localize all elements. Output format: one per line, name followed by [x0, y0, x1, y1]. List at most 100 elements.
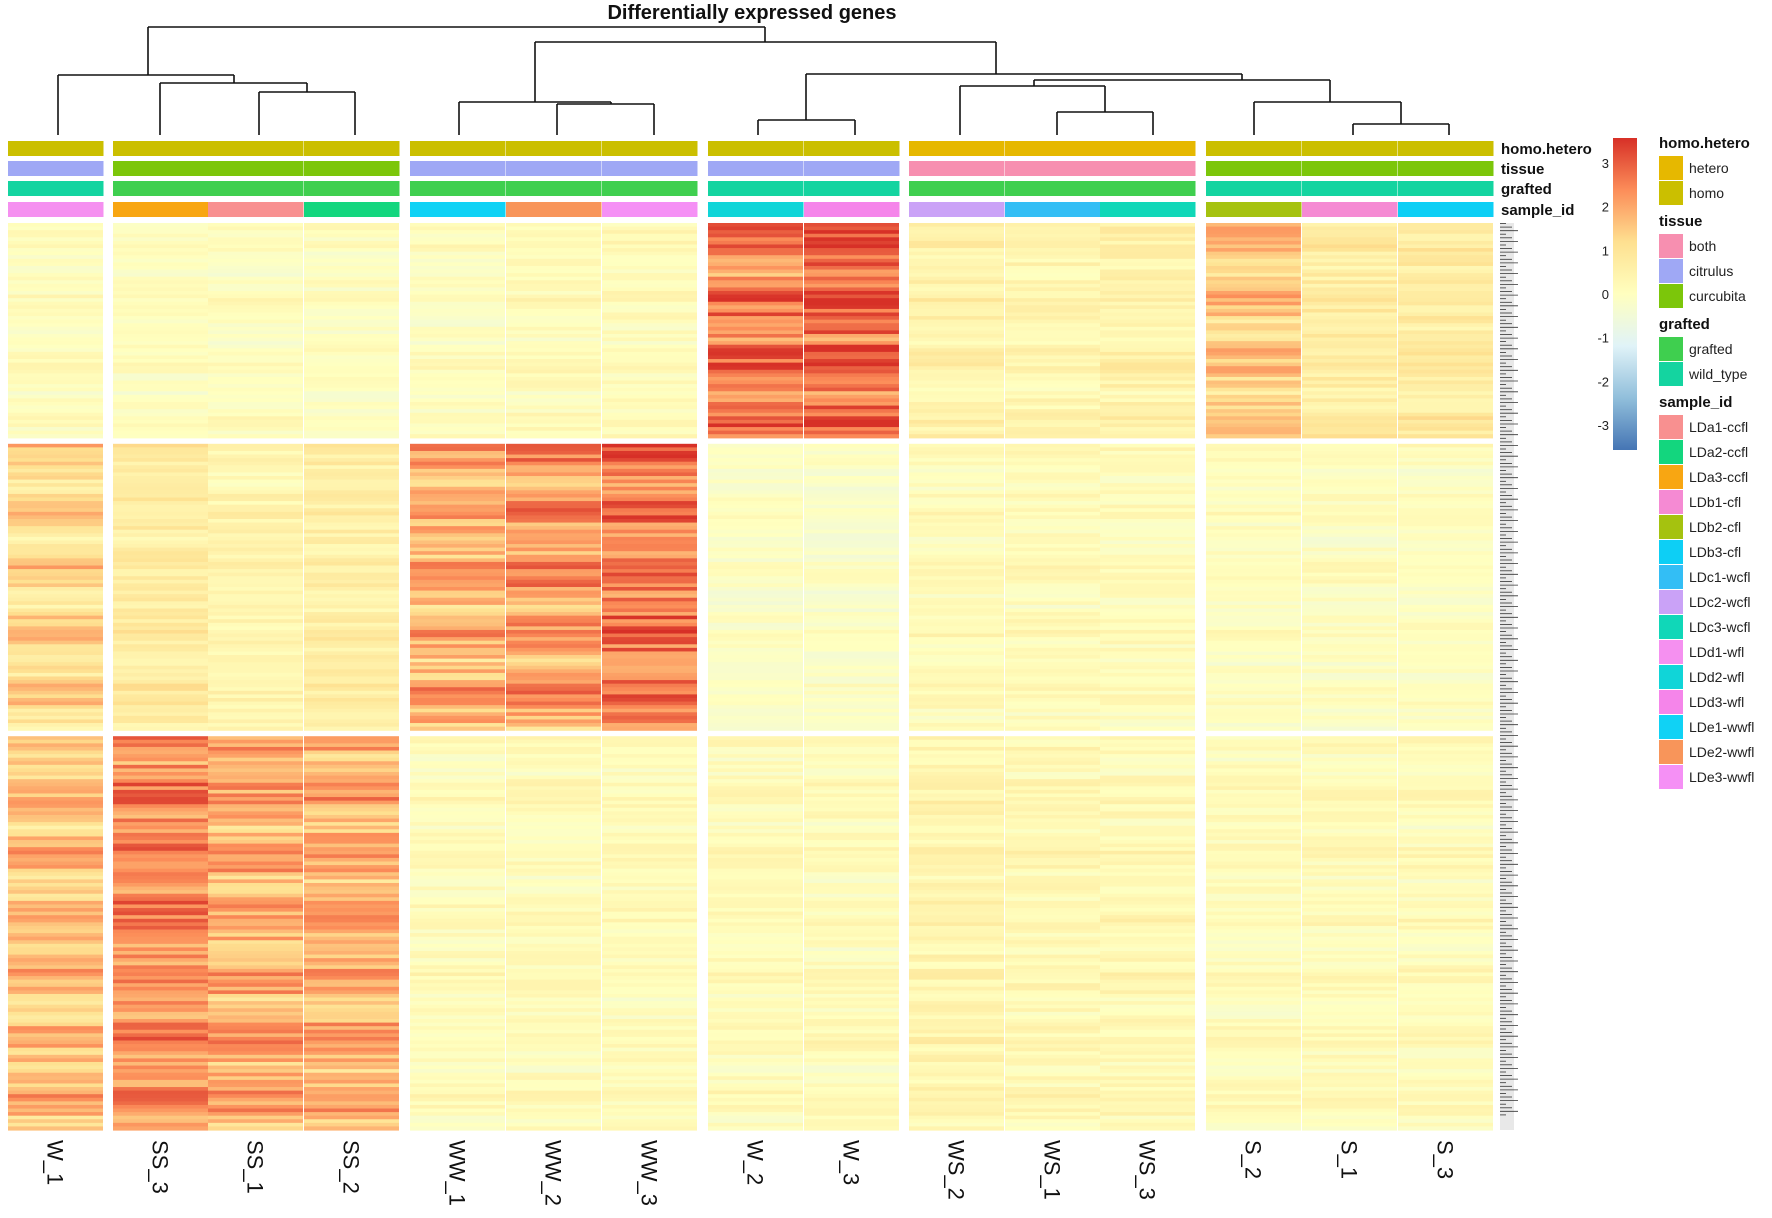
heatmap-cell: [1206, 793, 1301, 798]
heatmap-cell: [304, 972, 399, 977]
heatmap-cell: [1398, 1083, 1493, 1088]
heatmap-cell: [506, 223, 601, 228]
heatmap-cell: [1398, 576, 1493, 581]
heatmap-cell: [708, 1079, 803, 1085]
heatmap-cell: [1398, 868, 1493, 873]
heatmap-cell: [1005, 968, 1100, 974]
heatmap-cell: [1398, 1015, 1493, 1020]
heatmap-cell: [1206, 993, 1301, 999]
heatmap-cell: [1206, 764, 1301, 770]
heatmap-cell: [708, 490, 803, 495]
heatmap-cell: [1005, 1054, 1100, 1059]
heatmap-cell: [1206, 376, 1301, 382]
heatmap-cell: [1100, 922, 1195, 927]
heatmap-cell: [602, 1054, 697, 1059]
heatmap-cell: [506, 384, 601, 389]
heatmap-cell: [1398, 804, 1493, 809]
heatmap-cell: [410, 911, 505, 916]
heatmap-cell: [804, 465, 899, 470]
heatmap-cell: [602, 911, 697, 916]
heatmap-cell: [304, 576, 399, 581]
heatmap-cell: [410, 384, 505, 389]
heatmap-cell: [506, 416, 601, 421]
heatmap-cell: [304, 1033, 399, 1038]
heatmap-cell: [1005, 223, 1100, 228]
heatmap-cell: [804, 712, 899, 717]
heatmap-cell: [602, 750, 697, 755]
heatmap-cell: [1206, 840, 1301, 845]
heatmap-cell: [708, 669, 803, 674]
heatmap-cell: [1398, 843, 1493, 848]
heatmap-cell: [1398, 384, 1493, 389]
heatmap-cell: [804, 359, 899, 364]
heatmap-cell: [1398, 518, 1493, 524]
heatmap-cell: [909, 615, 1004, 620]
heatmap-cell: [708, 1033, 803, 1038]
heatmap-cell: [1005, 669, 1100, 674]
heatmap-cell: [909, 366, 1004, 371]
legend-entry-label: LDd1-wfl: [1689, 644, 1744, 660]
heatmap-cell: [602, 540, 697, 545]
heatmap-cell: [8, 626, 103, 631]
heatmap-cell: [602, 1122, 697, 1128]
heatmap-cell: [208, 829, 303, 834]
heatmap-cell: [208, 376, 303, 382]
heatmap-cell: [208, 1015, 303, 1020]
heatmap-cell: [8, 1065, 103, 1070]
heatmap-cell: [1005, 868, 1100, 873]
heatmap-cell: [304, 772, 399, 777]
heatmap-cell: [8, 604, 103, 610]
heatmap-cell: [909, 273, 1004, 278]
heatmap-cell: [8, 230, 103, 235]
heatmap-cell: [208, 468, 303, 474]
heatmap-cell: [208, 915, 303, 920]
heatmap-cell: [1302, 1119, 1397, 1124]
heatmap-cell: [1005, 1083, 1100, 1088]
heatmap-cell: [708, 775, 803, 780]
heatmap-cell: [1005, 739, 1100, 744]
heatmap-cell: [506, 979, 601, 984]
heatmap-cell: [1398, 501, 1493, 506]
heatmap-cell: [208, 409, 303, 414]
heatmap-cell: [1100, 886, 1195, 891]
heatmap-cell: [410, 450, 505, 456]
heatmap-cell: [113, 518, 208, 524]
heatmap-cell: [602, 351, 697, 357]
heatmap-cell: [1302, 908, 1397, 913]
heatmap-cell: [909, 402, 1004, 407]
heatmap-cell: [8, 961, 103, 966]
heatmap-cell: [506, 786, 601, 791]
heatmap-cell: [804, 1022, 899, 1027]
heatmap-cell: [1302, 472, 1397, 477]
heatmap-cell: [208, 508, 303, 513]
legend-entry-label: citrulus: [1689, 263, 1733, 279]
heatmap-cell: [1206, 536, 1301, 542]
heatmap-cell: [909, 587, 1004, 592]
heatmap-cell: [1398, 886, 1493, 891]
annotation-cell-homo-hetero: [1398, 141, 1494, 156]
heatmap-cell: [1302, 633, 1397, 638]
heatmap-cell: [1100, 782, 1195, 787]
heatmap-cell: [304, 1122, 399, 1128]
heatmap-cell: [410, 1069, 505, 1074]
heatmap-cell: [1398, 244, 1493, 249]
heatmap-cell: [113, 301, 208, 306]
heatmap-cell: [1005, 526, 1100, 531]
heatmap-cell: [1005, 515, 1100, 520]
heatmap-cell: [1302, 262, 1397, 267]
heatmap-cell: [909, 647, 1004, 653]
heatmap-cell: [506, 875, 601, 880]
heatmap-cell: [1100, 504, 1195, 509]
heatmap-cell: [1005, 490, 1100, 495]
heatmap-cell: [506, 1083, 601, 1088]
heatmap-cell: [113, 843, 208, 848]
heatmap-cell: [304, 968, 399, 974]
annotation-cell-tissue: [1302, 161, 1398, 176]
heatmap-cell: [708, 1040, 803, 1045]
heatmap-cell: [208, 490, 303, 495]
heatmap-cell: [113, 882, 208, 888]
heatmap-cell: [304, 1051, 399, 1056]
heatmap-cell: [304, 665, 399, 670]
heatmap-cell: [410, 326, 505, 331]
heatmap-cell: [1206, 561, 1301, 567]
